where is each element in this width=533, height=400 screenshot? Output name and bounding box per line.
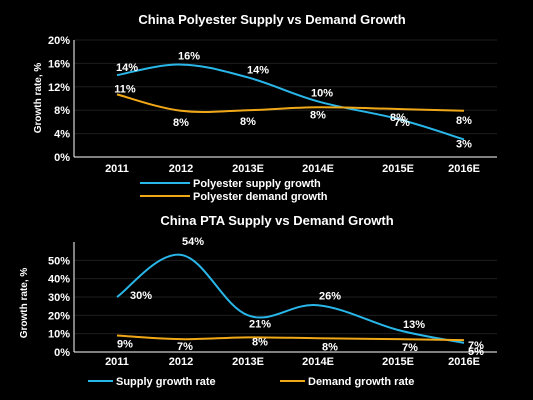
- chart-title: China Polyester Supply vs Demand Growth: [138, 12, 405, 27]
- y-tick-label: 20%: [48, 35, 70, 47]
- data-label: 5%: [468, 346, 484, 358]
- data-label: 8%: [252, 336, 268, 348]
- y-tick-label: 16%: [48, 58, 70, 70]
- demand-growth-line: [116, 93, 465, 114]
- y-tick-label: 30%: [48, 292, 70, 304]
- y-tick-label: 8%: [54, 105, 70, 117]
- data-label: 8%: [240, 116, 256, 128]
- data-label: 8%: [322, 341, 338, 353]
- y-tick-label: 20%: [48, 310, 70, 322]
- data-label: 54%: [182, 236, 204, 248]
- data-label: 8%: [310, 109, 326, 121]
- data-label: 10%: [311, 87, 333, 99]
- data-label: 14%: [116, 62, 138, 74]
- y-tick-label: 12%: [48, 82, 70, 94]
- data-label: 8%: [390, 112, 406, 124]
- x-tick-label: 2011: [105, 163, 129, 175]
- legend-label-supply: Supply growth rate: [116, 376, 216, 388]
- data-label: 26%: [319, 290, 341, 302]
- x-tick-label: 2013E: [232, 163, 264, 175]
- data-label: 7%: [468, 340, 484, 352]
- data-label: 21%: [249, 318, 271, 330]
- pta-chart: China PTA Supply vs Demand Growth Growth…: [19, 213, 497, 388]
- legend-label-demand: Polyester demand growth: [193, 191, 328, 203]
- chart-title: China PTA Supply vs Demand Growth: [160, 213, 393, 228]
- y-tick-label: 10%: [48, 329, 70, 341]
- data-label: 30%: [130, 290, 152, 302]
- x-tick-label: 2014E: [302, 163, 334, 175]
- x-tick-label: 2015E: [382, 163, 414, 175]
- data-label: 11%: [114, 83, 136, 95]
- y-tick-label: 40%: [48, 274, 70, 286]
- demand-growth-line: [116, 334, 465, 342]
- y-axis-label: Growth rate, %: [33, 63, 44, 134]
- y-tick-label: 0%: [54, 347, 70, 359]
- data-label: 8%: [456, 115, 472, 127]
- y-axis-label: Growth rate, %: [19, 268, 30, 339]
- legend: Supply growth rate Demand growth rate: [88, 376, 414, 388]
- y-tick-label: 0%: [54, 152, 70, 164]
- data-label: 7%: [394, 117, 410, 129]
- data-label: 3%: [456, 138, 472, 150]
- y-tick-label: 50%: [48, 255, 70, 267]
- x-tick-label: 2012: [169, 163, 193, 175]
- x-tick-label: 2012: [169, 356, 193, 368]
- data-label: 7%: [177, 341, 193, 353]
- x-tick-label: 2016E: [448, 163, 480, 175]
- x-tick-label: 2015E: [382, 356, 414, 368]
- legend: Polyester supply growth Polyester demand…: [140, 178, 328, 203]
- y-tick-label: 4%: [54, 129, 70, 141]
- data-label: 14%: [247, 64, 269, 76]
- legend-label-supply: Polyester supply growth: [193, 178, 321, 190]
- x-tick-label: 2013E: [232, 356, 264, 368]
- x-tick-label: 2014E: [302, 356, 334, 368]
- data-label: 13%: [403, 319, 425, 331]
- data-label: 9%: [117, 339, 133, 351]
- x-tick-label: 2016E: [448, 356, 480, 368]
- x-tick-label: 2011: [105, 356, 129, 368]
- data-label: 16%: [178, 51, 200, 63]
- data-label: 7%: [402, 342, 418, 354]
- supply-growth-line: [116, 63, 465, 141]
- polyester-chart: China Polyester Supply vs Demand Growth …: [33, 12, 497, 203]
- data-label: 8%: [173, 117, 189, 129]
- legend-label-demand: Demand growth rate: [308, 376, 414, 388]
- supply-growth-line: [116, 253, 465, 344]
